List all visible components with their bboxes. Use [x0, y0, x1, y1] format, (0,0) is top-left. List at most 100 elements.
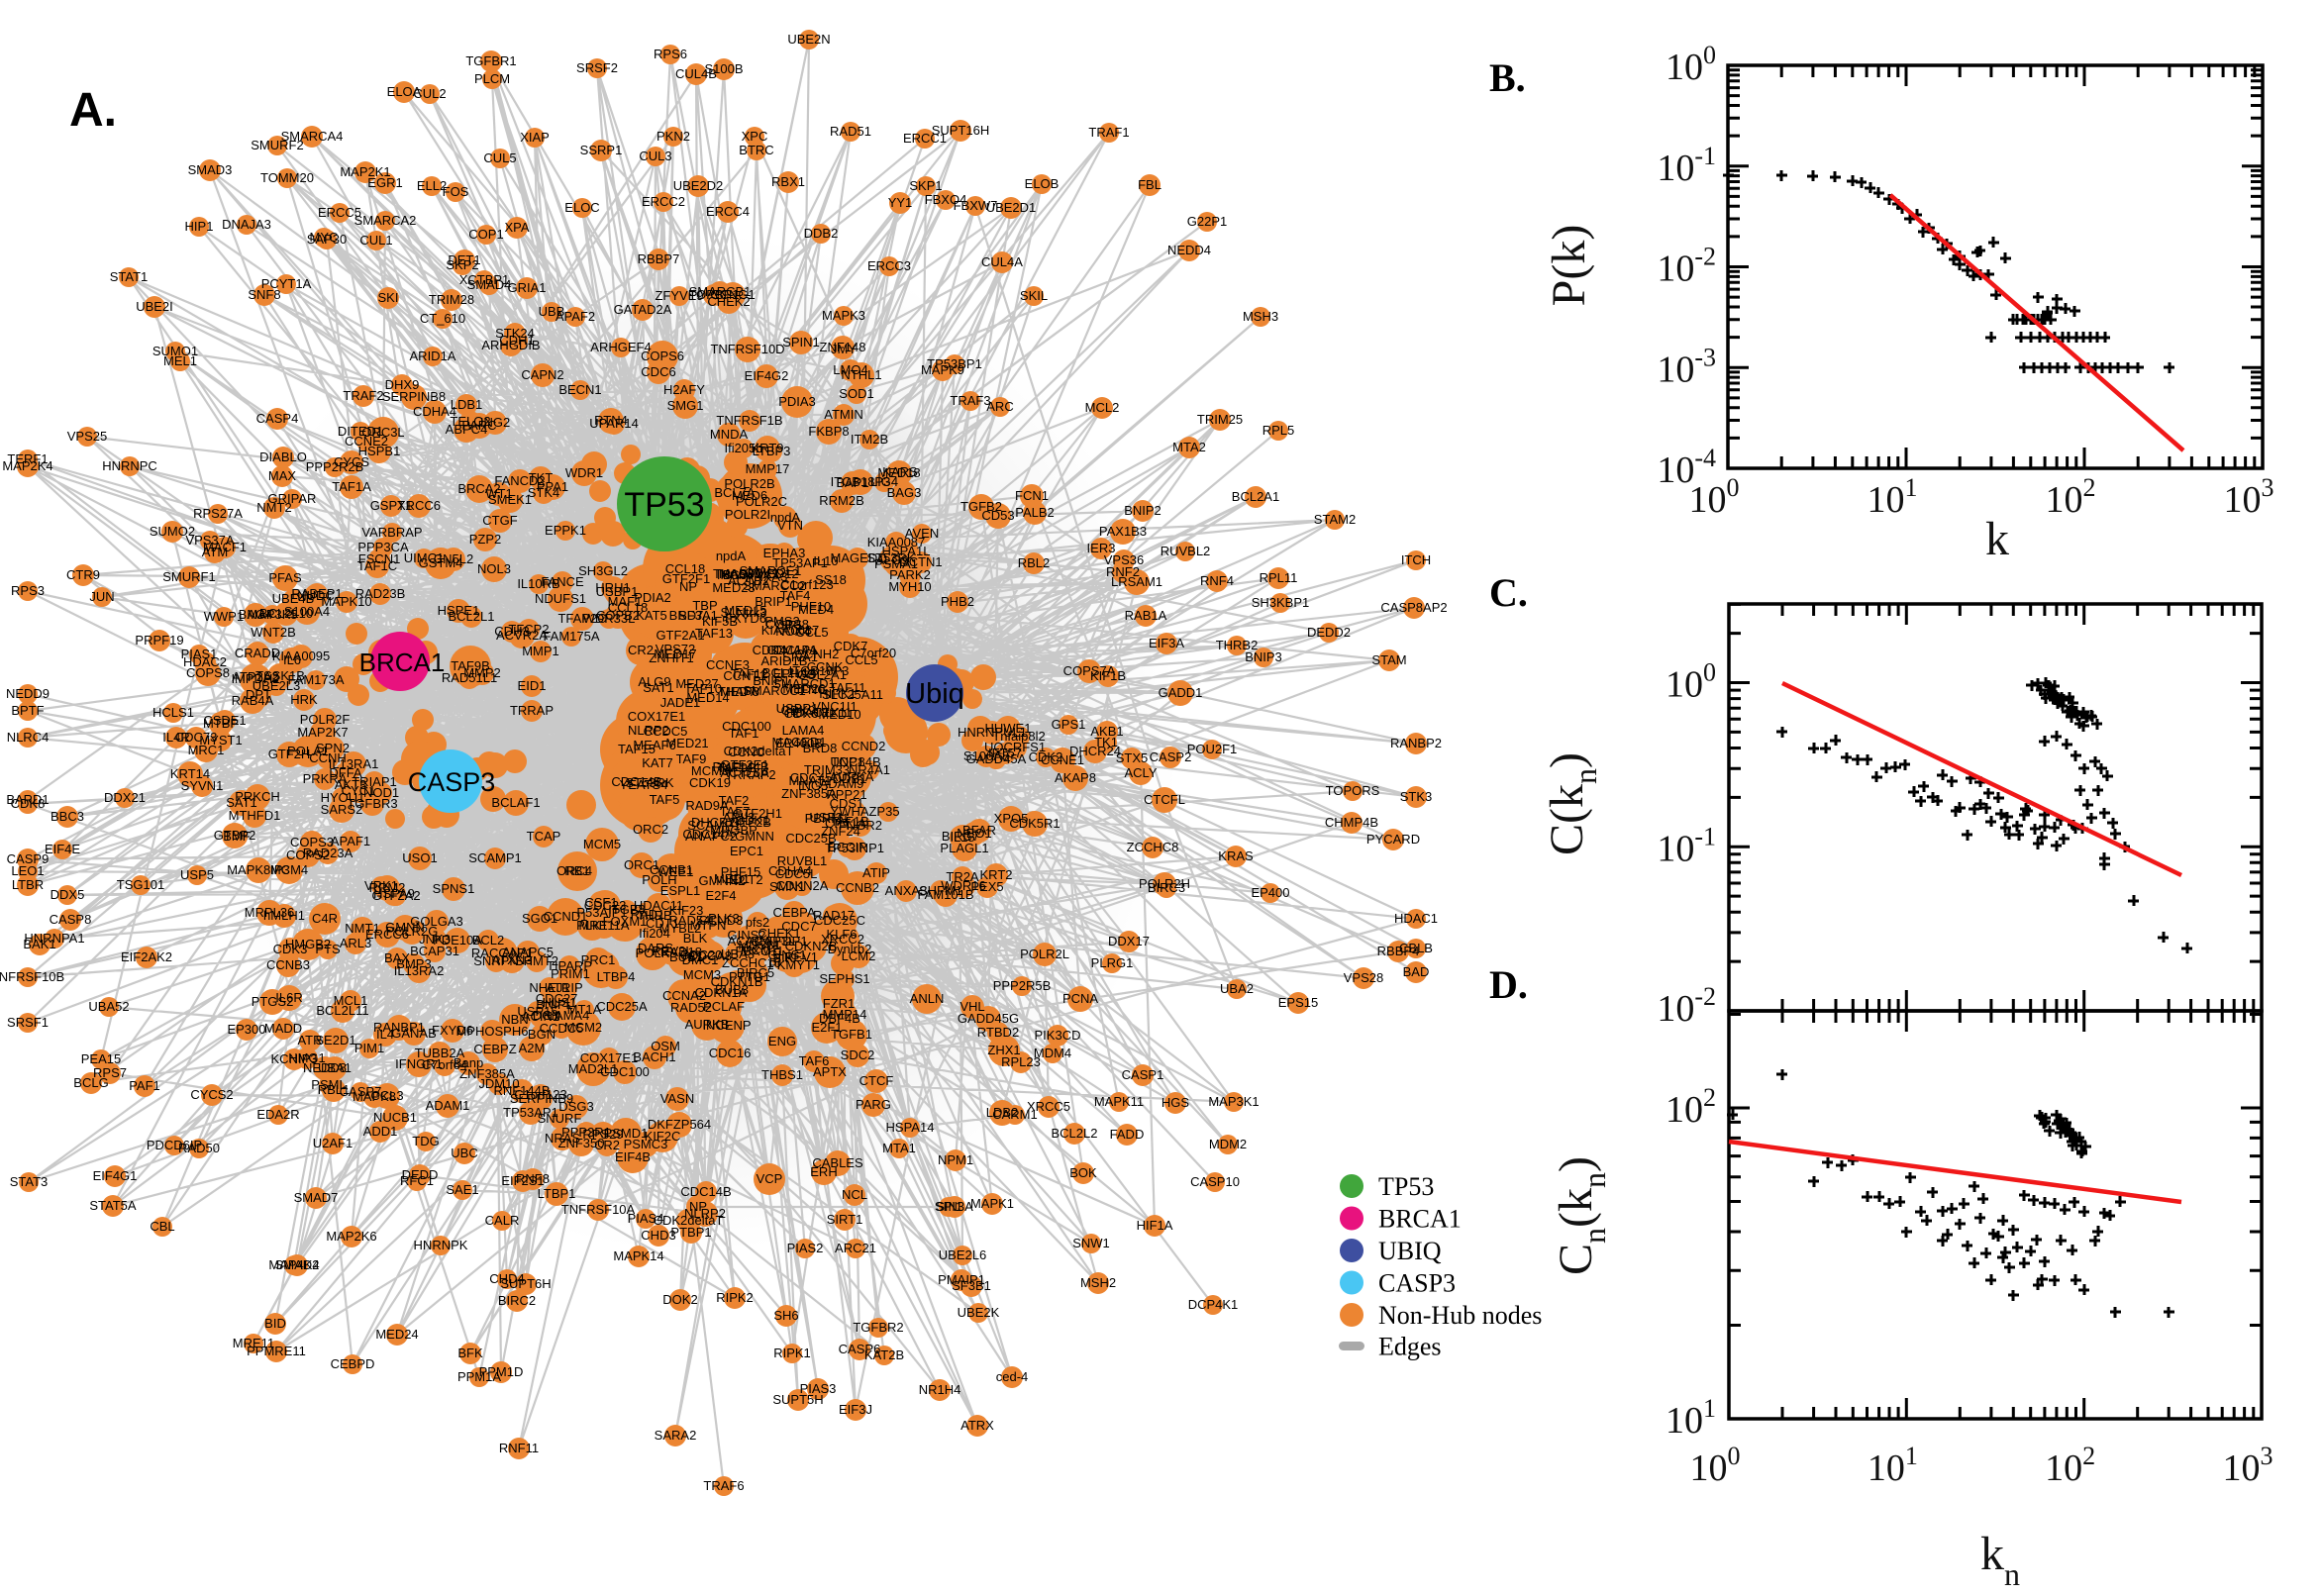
svg-text:PCYT1A: PCYT1A [261, 276, 312, 291]
svg-text:MCM7: MCM7 [741, 943, 778, 957]
svg-text:MPHOSPH6: MPHOSPH6 [456, 1024, 529, 1039]
svg-text:BTRC: BTRC [739, 143, 773, 157]
svg-text:TUBB2A: TUBB2A [415, 1046, 465, 1060]
svg-text:CUL4A: CUL4A [981, 254, 1023, 269]
svg-text:AKT3: AKT3 [335, 777, 367, 792]
svg-text:hMLH1: hMLH1 [263, 908, 305, 923]
svg-text:EP400: EP400 [1251, 885, 1289, 900]
svg-text:BAG3: BAG3 [887, 485, 922, 500]
svg-text:NTHL1: NTHL1 [841, 367, 881, 382]
svg-text:FAM101B: FAM101B [917, 887, 973, 902]
svg-text:STAT5A: STAT5A [89, 1198, 137, 1213]
svg-text:TRIM28: TRIM28 [429, 292, 474, 307]
svg-text:SKP1: SKP1 [909, 178, 942, 193]
svg-text:BNIPL: BNIPL [536, 997, 573, 1012]
svg-text:POLK: POLK [636, 946, 670, 960]
svg-text:PLAGL1: PLAGL1 [940, 841, 988, 855]
svg-text:Edges: Edges [1378, 1333, 1442, 1361]
svg-text:Banp: Banp [454, 1055, 483, 1070]
svg-text:PSMA1: PSMA1 [874, 556, 918, 571]
svg-text:RPS6: RPS6 [654, 47, 687, 61]
svg-text:PFAS: PFAS [268, 570, 302, 585]
svg-text:CDKN2A: CDKN2A [776, 878, 829, 893]
svg-text:TOMM20: TOMM20 [260, 170, 314, 185]
svg-text:LTBP3: LTBP3 [753, 444, 791, 458]
svg-text:PPM1D: PPM1D [479, 1364, 524, 1379]
svg-text:PCLAF: PCLAF [703, 999, 745, 1014]
svg-text:COPS2: COPS2 [286, 848, 330, 862]
svg-text:CHMP4B: CHMP4B [1325, 815, 1378, 830]
svg-text:BAD: BAD [1403, 964, 1430, 979]
svg-text:ERCC6: ERCC6 [365, 927, 409, 942]
svg-text:TP53AP1: TP53AP1 [503, 1105, 558, 1120]
svg-text:PARC: PARC [461, 418, 496, 433]
svg-text:KAT5: KAT5 [636, 608, 667, 623]
svg-text:WDR33L: WDR33L [583, 611, 636, 626]
svg-text:MAPK3: MAPK3 [822, 308, 865, 323]
svg-text:ANXA3: ANXA3 [885, 883, 928, 898]
svg-text:BIRC5: BIRC5 [737, 965, 774, 980]
svg-text:PARG: PARG [856, 1097, 891, 1112]
svg-text:ORC2: ORC2 [633, 822, 668, 837]
svg-text:RAB1A: RAB1A [1125, 608, 1167, 623]
svg-text:PAF1: PAF1 [129, 1078, 160, 1093]
svg-text:EIF4G1: EIF4G1 [93, 1168, 138, 1183]
svg-text:SMARCA2: SMARCA2 [354, 213, 417, 228]
svg-text:USP5: USP5 [180, 867, 214, 882]
svg-text:CDK3: CDK3 [273, 942, 308, 956]
svg-text:HSPA9: HSPA9 [373, 886, 415, 901]
svg-text:GADD1: GADD1 [1159, 685, 1203, 700]
svg-text:BAK1: BAK1 [23, 937, 55, 951]
svg-text:TERF1: TERF1 [7, 451, 48, 466]
svg-text:TP53: TP53 [624, 486, 704, 524]
svg-text:YWHAZ: YWHAZ [831, 804, 877, 819]
svg-text:MAGED1: MAGED1 [831, 550, 885, 565]
svg-text:SE2D1: SE2D1 [315, 1033, 355, 1047]
svg-text:TELO2: TELO2 [450, 414, 490, 429]
svg-text:CDC100: CDC100 [722, 719, 771, 734]
svg-text:SKI: SKI [378, 290, 399, 305]
svg-text:CUL4B: CUL4B [675, 66, 717, 81]
svg-text:IFNG: IFNG [796, 682, 827, 697]
svg-text:PCNA: PCNA [1062, 991, 1098, 1006]
svg-text:RAD54L: RAD54L [668, 913, 717, 928]
svg-text:NOL3: NOL3 [477, 561, 511, 576]
svg-text:VRK1: VRK1 [364, 878, 398, 893]
svg-text:MAPK11: MAPK11 [1094, 1094, 1144, 1109]
svg-text:SPIN1: SPIN1 [782, 335, 820, 349]
svg-text:CTCFL: CTCFL [1144, 792, 1185, 807]
svg-text:LDB1: LDB1 [451, 397, 483, 412]
svg-text:STK4: STK4 [528, 485, 560, 500]
svg-text:BCL2L11: BCL2L11 [316, 1003, 368, 1018]
svg-text:DBF4B: DBF4B [819, 1011, 860, 1026]
svg-text:MAP2K6: MAP2K6 [326, 1229, 376, 1244]
svg-text:ERCC1: ERCC1 [903, 131, 947, 146]
svg-text:ADAM1: ADAM1 [426, 1098, 470, 1113]
svg-text:BFK: BFK [457, 1346, 483, 1360]
svg-text:SMN1: SMN1 [769, 879, 805, 894]
svg-text:LAMA4: LAMA4 [782, 723, 825, 738]
svg-text:BARD1: BARD1 [6, 792, 49, 807]
svg-text:PAX1B3: PAX1B3 [1099, 524, 1147, 539]
svg-text:DDX17: DDX17 [1108, 934, 1150, 948]
svg-text:NRAS: NRAS [545, 1131, 580, 1146]
svg-text:MCM5: MCM5 [583, 837, 621, 851]
svg-text:FOS: FOS [443, 184, 469, 199]
svg-text:REV3L: REV3L [652, 944, 692, 958]
svg-text:RNF4: RNF4 [1200, 573, 1234, 588]
svg-text:CDC45: CDC45 [790, 770, 833, 785]
svg-text:CCNE3: CCNE3 [706, 657, 750, 672]
svg-text:UBE2N: UBE2N [787, 32, 830, 47]
svg-text:FBL: FBL [1138, 177, 1162, 192]
svg-text:DHCR24: DHCR24 [691, 815, 743, 830]
svg-text:UBE2L3: UBE2L3 [252, 678, 300, 693]
svg-text:CASP6: CASP6 [839, 1342, 881, 1356]
svg-text:CTCF: CTCF [859, 1073, 894, 1088]
svg-text:RFC1: RFC1 [400, 1173, 434, 1188]
svg-text:GATAD2A: GATAD2A [614, 302, 672, 317]
svg-text:GTF2A2: GTF2A2 [371, 888, 420, 903]
svg-text:STK3: STK3 [1400, 789, 1433, 804]
svg-text:EIF3J: EIF3J [839, 1402, 872, 1417]
svg-text:IMPDH2: IMPDH2 [231, 671, 279, 686]
svg-text:NEDD9: NEDD9 [6, 686, 50, 701]
